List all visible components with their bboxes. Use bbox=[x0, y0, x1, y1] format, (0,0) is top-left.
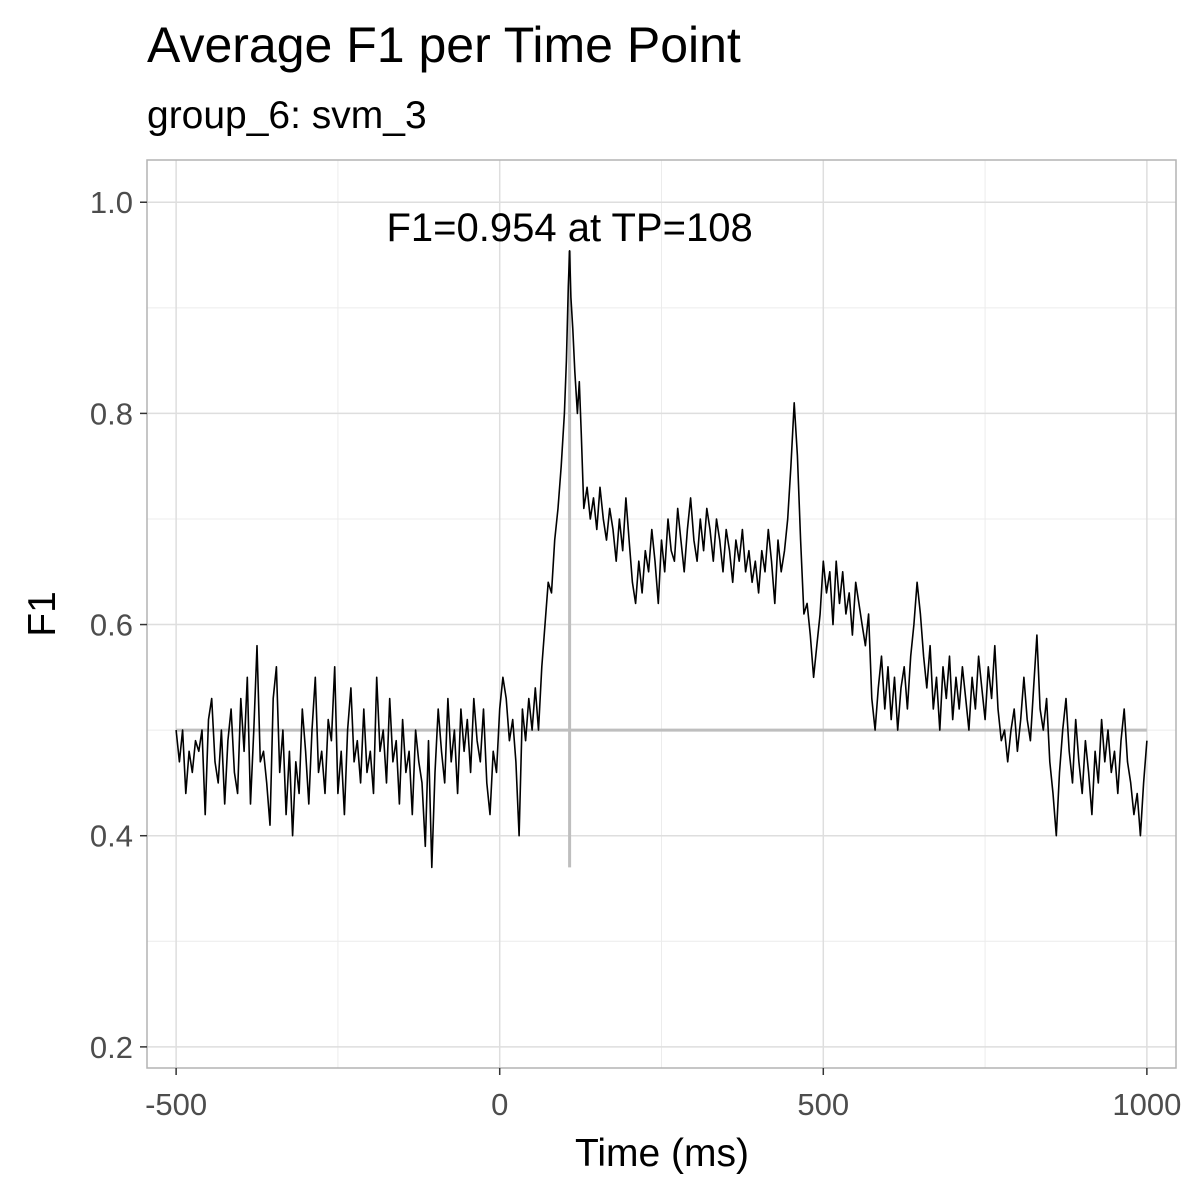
reference-lines bbox=[176, 250, 1147, 868]
x-tick-label: 0 bbox=[491, 1087, 508, 1122]
x-axis-ticks: -500 0 500 1000 bbox=[145, 1068, 1181, 1122]
x-tick-label: 1000 bbox=[1112, 1087, 1181, 1122]
y-tick-label: 0.8 bbox=[90, 396, 133, 431]
y-tick-label: 0.6 bbox=[90, 608, 133, 643]
peak-annotation: F1=0.954 at TP=108 bbox=[386, 206, 752, 250]
f1-series-line bbox=[175, 250, 1148, 869]
y-axis-title: F1 bbox=[21, 591, 64, 637]
chart-subtitle: group_6: svm_3 bbox=[147, 94, 427, 137]
y-axis-ticks: 0.2 0.4 0.6 0.8 1.0 bbox=[90, 185, 147, 1065]
y-tick-label: 0.4 bbox=[90, 819, 133, 854]
chart-title: Average F1 per Time Point bbox=[147, 17, 741, 73]
x-tick-label: 500 bbox=[797, 1087, 849, 1122]
series-layer bbox=[175, 250, 1148, 869]
x-tick-label: -500 bbox=[145, 1087, 207, 1122]
panel-border bbox=[146, 159, 1177, 1069]
x-axis-title: Time (ms) bbox=[575, 1132, 749, 1175]
y-tick-label: 1.0 bbox=[90, 185, 133, 220]
y-tick-label: 0.2 bbox=[90, 1030, 133, 1065]
